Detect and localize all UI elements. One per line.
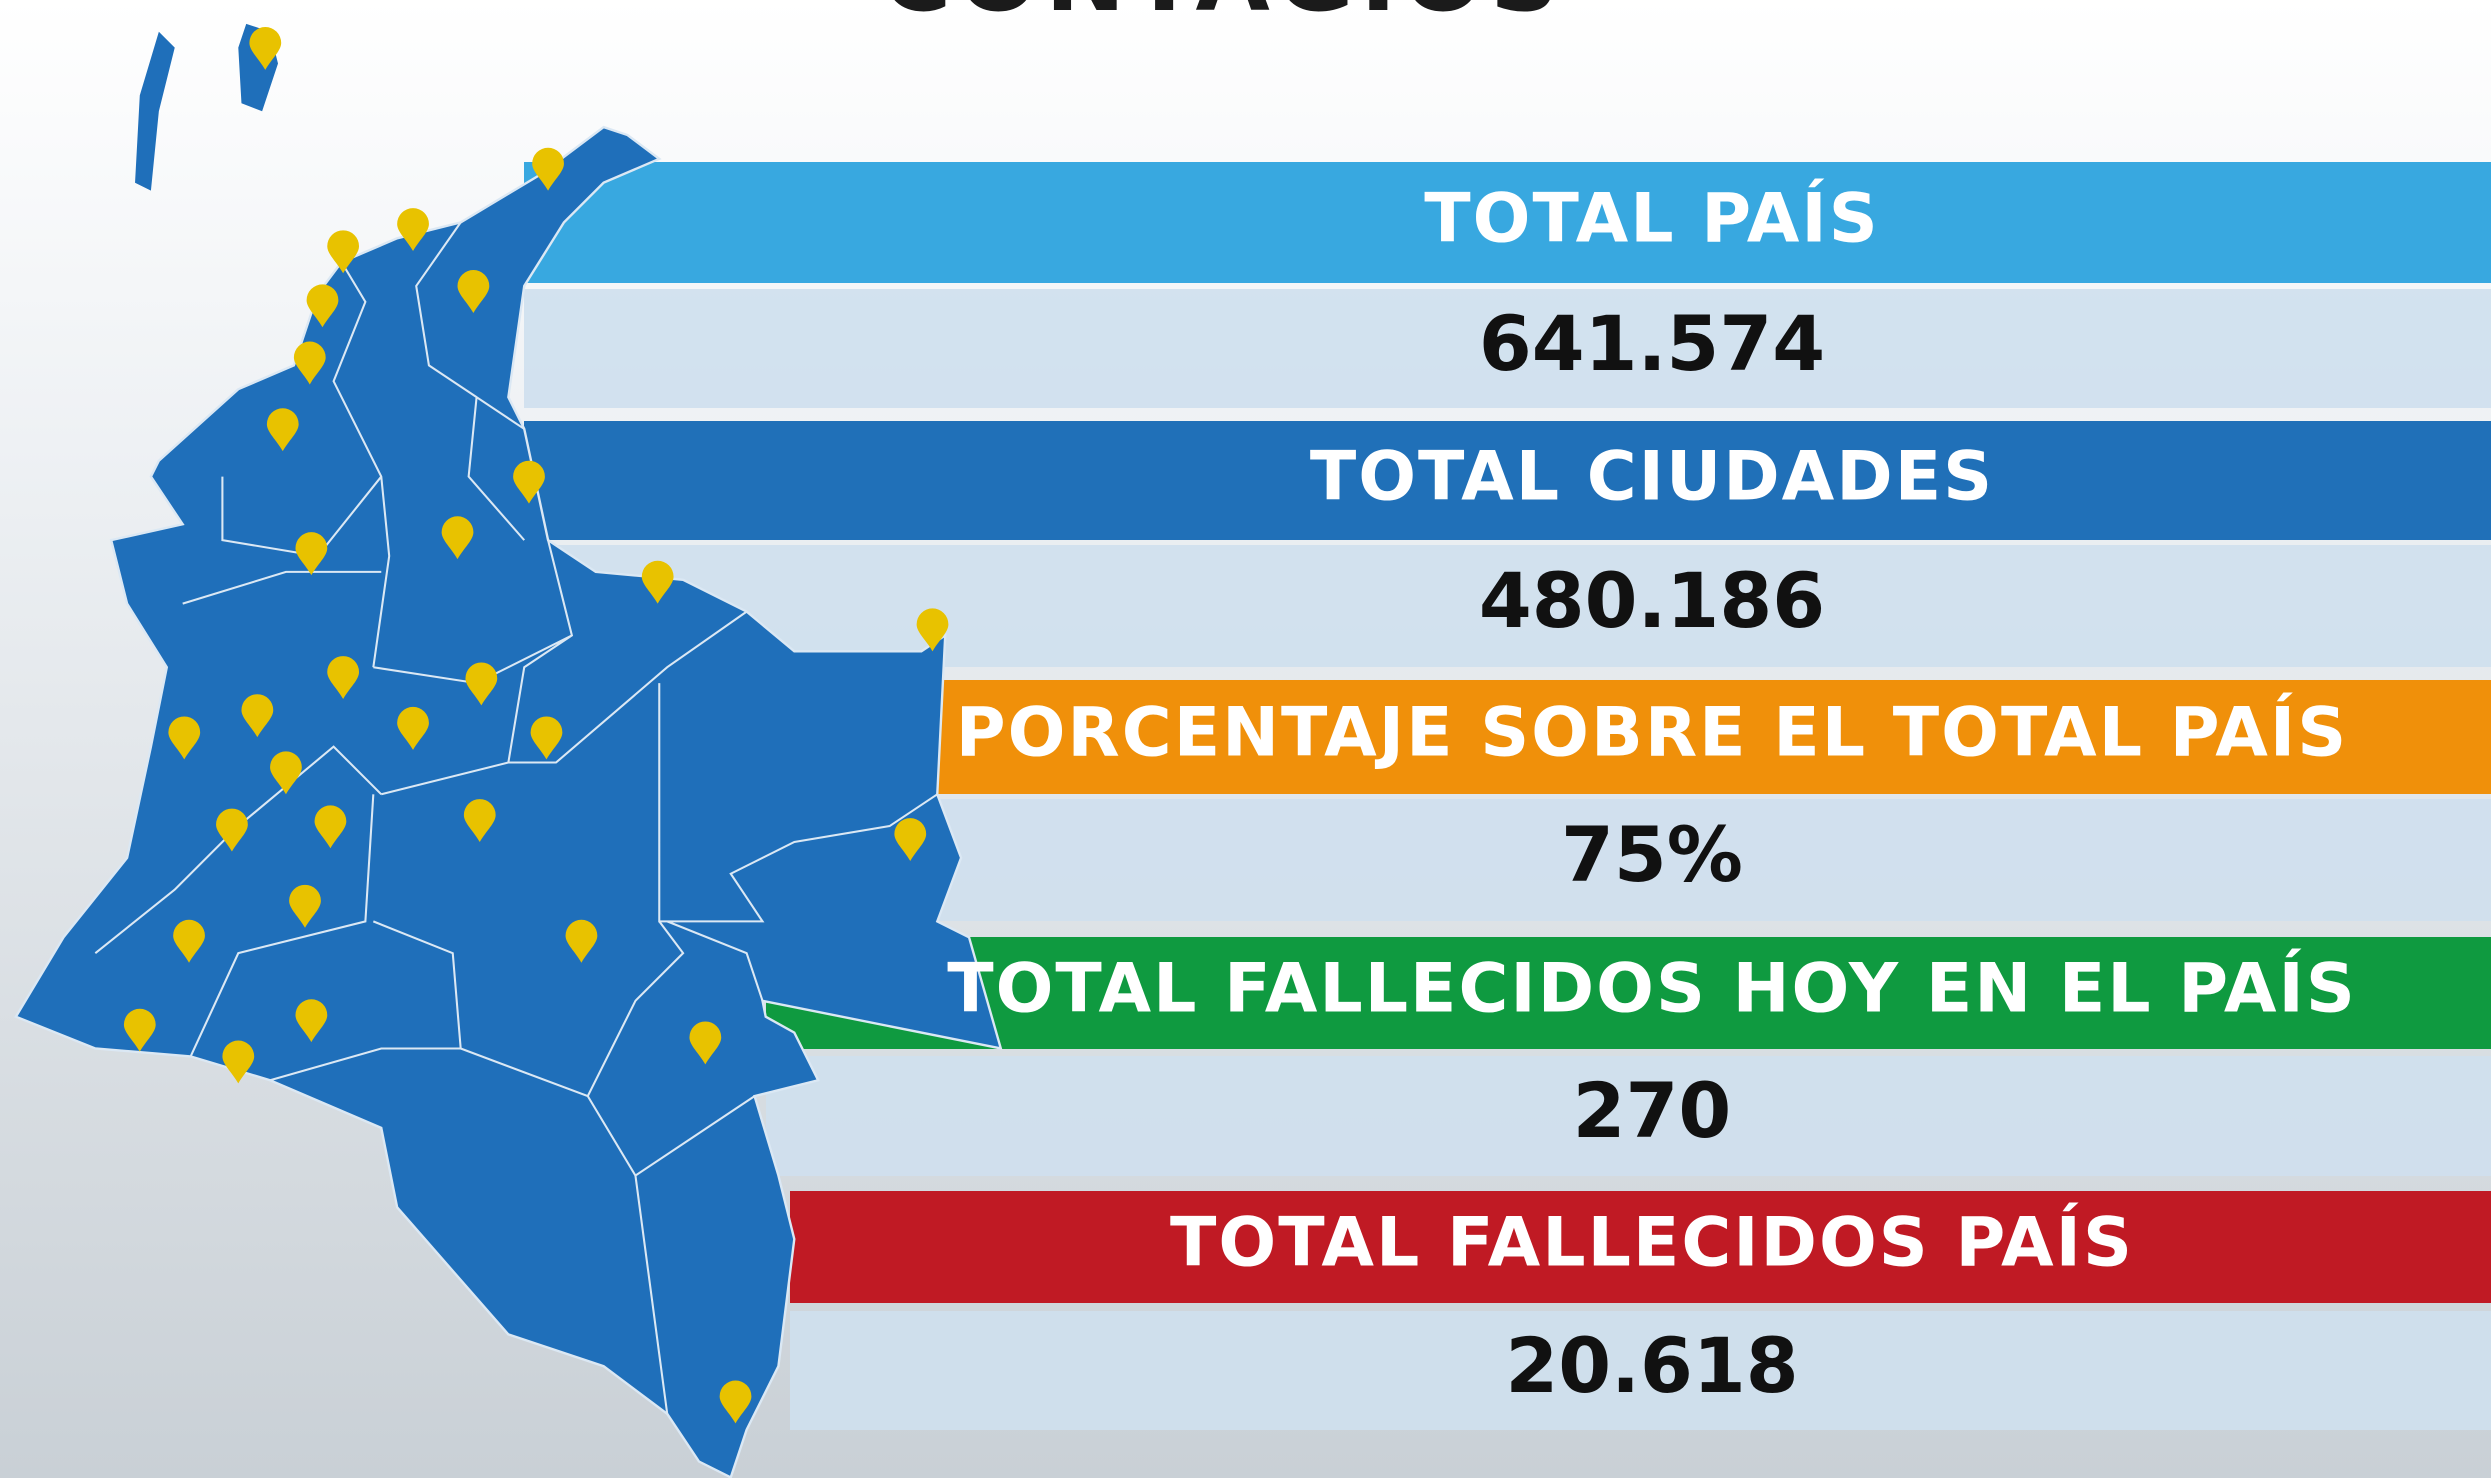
labels: TOTAL PAÍS 641.574 TOTAL CIUDADES 480.186 PO…	[947, 179, 2357, 1410]
pin	[465, 662, 498, 706]
pin	[530, 716, 563, 760]
row-label: TOTAL PAÍS	[1424, 179, 1879, 259]
pin	[249, 27, 282, 70]
pin	[295, 532, 328, 576]
title: CONTAGIOS	[881, 0, 1565, 33]
pin	[441, 516, 474, 560]
row-value: 480.186	[1479, 556, 1825, 645]
value-band	[929, 799, 2491, 921]
pin	[222, 1040, 255, 1084]
pin	[463, 799, 496, 842]
pin	[270, 751, 302, 795]
pin	[266, 408, 299, 452]
pin	[327, 230, 360, 274]
pin	[719, 1380, 752, 1424]
row-label: PORCENTAJE SOBRE EL TOTAL PAÍS	[956, 693, 2348, 773]
row-label: TOTAL CIUDADES	[1310, 438, 1994, 517]
value-band	[524, 289, 2491, 408]
pin	[457, 270, 490, 313]
pin	[397, 208, 429, 251]
pin	[641, 560, 674, 604]
pin	[241, 694, 274, 738]
pin	[314, 805, 347, 849]
map-shape	[14, 125, 1003, 1478]
pin	[293, 341, 326, 385]
map	[14, 23, 1003, 1478]
header-band	[790, 1191, 2491, 1303]
row-label: TOTAL FALLECIDOS PAÍS	[1170, 1203, 2134, 1283]
pin	[289, 884, 321, 928]
pin	[295, 999, 328, 1043]
value-band	[790, 1311, 2491, 1430]
value-band	[524, 545, 2491, 667]
pin	[168, 716, 201, 760]
pin	[513, 460, 545, 504]
row-value: 641.574	[1479, 299, 1825, 388]
pin	[173, 919, 205, 963]
pins	[123, 27, 949, 1424]
pin	[216, 808, 248, 852]
value-band	[766, 1056, 2491, 1176]
header-band	[524, 162, 2491, 283]
row-label: TOTAL FALLECIDOS HOY EN EL PAÍS	[947, 949, 2357, 1029]
pin	[894, 818, 927, 862]
pin	[123, 1008, 156, 1052]
islands	[135, 23, 279, 191]
pin	[306, 284, 339, 328]
header-band	[929, 680, 2491, 794]
pin	[532, 147, 564, 191]
header-band	[766, 937, 2491, 1049]
pin	[397, 706, 429, 750]
row-value: 75%	[1561, 810, 1743, 899]
pin	[327, 656, 360, 699]
pin	[916, 608, 949, 652]
pin	[689, 1021, 722, 1065]
row-value: 20.618	[1505, 1321, 1798, 1410]
header-band	[524, 421, 2491, 540]
row-value: 270	[1573, 1066, 1732, 1155]
pin	[565, 919, 598, 963]
